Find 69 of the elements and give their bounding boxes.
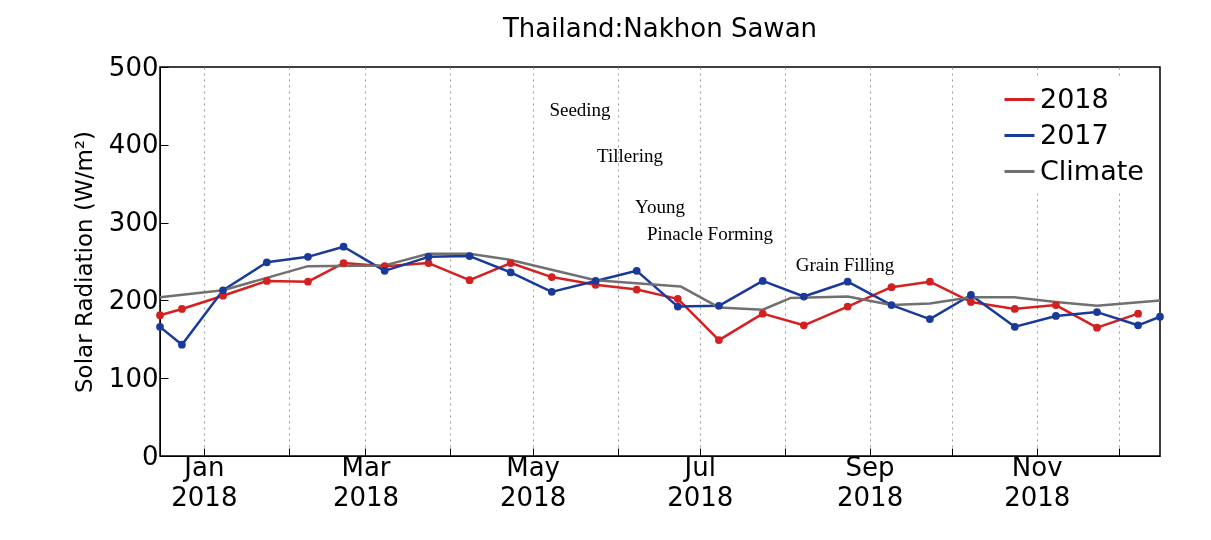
point <box>339 242 348 251</box>
x-tick-label: Jan 2018 <box>171 451 238 512</box>
point <box>715 301 723 310</box>
y-tick-label: 0 <box>141 440 159 471</box>
point <box>506 259 515 267</box>
x-tick-label: May 2018 <box>500 451 567 512</box>
point <box>1010 305 1019 313</box>
point <box>506 268 515 277</box>
point <box>715 336 723 344</box>
y-tick-label: 500 <box>108 51 159 82</box>
point <box>758 309 767 318</box>
point <box>1093 308 1101 316</box>
y-tick-label: 200 <box>108 284 159 315</box>
annotation: Young <box>635 196 686 218</box>
point <box>1134 309 1142 318</box>
point <box>758 277 767 285</box>
point <box>632 266 641 275</box>
x-tick-label: Jul 2018 <box>667 451 734 512</box>
point <box>1134 321 1142 330</box>
annotation: Grain Filling <box>795 254 895 276</box>
point <box>673 294 682 303</box>
point <box>799 321 808 330</box>
point <box>339 259 348 267</box>
point <box>304 277 312 286</box>
point <box>219 286 227 295</box>
point <box>967 291 975 299</box>
y-axis-title: Solar Radiation (W/m²) <box>70 130 97 394</box>
point <box>632 285 641 294</box>
point <box>262 258 271 267</box>
point <box>1052 312 1060 320</box>
annotation: Seeding <box>549 98 612 120</box>
x-tick-label: Sep 2018 <box>837 451 904 512</box>
chart-title: Thailand:Nakhon Sawan <box>501 13 818 43</box>
point <box>547 273 556 281</box>
point <box>967 298 975 306</box>
point <box>156 322 164 331</box>
point <box>156 311 164 320</box>
point <box>925 315 934 323</box>
point <box>465 252 474 260</box>
point <box>380 266 389 275</box>
legend-label: 2018 <box>1040 82 1109 114</box>
y-tick-label: 100 <box>108 362 159 393</box>
point <box>1010 322 1019 331</box>
point <box>843 277 852 286</box>
point <box>1156 312 1164 321</box>
point <box>1093 323 1101 332</box>
point <box>424 252 433 261</box>
point <box>178 305 186 313</box>
point <box>1052 301 1060 309</box>
point <box>547 287 556 296</box>
legend-label: 2017 <box>1040 118 1109 150</box>
x-tick-label: Mar 2018 <box>332 451 400 512</box>
point <box>887 301 896 309</box>
point <box>887 283 896 292</box>
point <box>591 277 600 285</box>
point <box>843 302 852 311</box>
point <box>262 277 271 285</box>
legend-label: Climate <box>1040 154 1144 186</box>
y-tick-label: 400 <box>108 129 159 160</box>
point <box>799 292 808 301</box>
x-tick-label: Nov 2018 <box>1004 451 1071 512</box>
annotation: Tillering <box>597 145 664 167</box>
y-tick-label: 300 <box>108 207 159 238</box>
point <box>673 302 682 311</box>
point <box>465 276 474 285</box>
point <box>178 340 186 349</box>
point <box>304 252 312 261</box>
point <box>925 277 934 286</box>
annotation: Pinacle Forming <box>646 223 774 245</box>
